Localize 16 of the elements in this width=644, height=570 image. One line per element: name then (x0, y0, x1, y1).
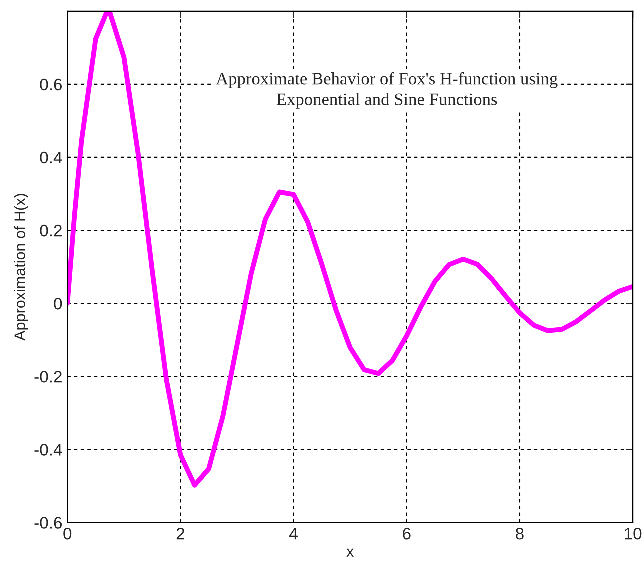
x-tick-label: 2 (176, 528, 185, 540)
y-axis-title: Approximation of H(x) (14, 194, 28, 341)
y-tick-label: 0 (54, 298, 62, 310)
y-tick-label: -0.6 (34, 517, 62, 529)
x-tick-label: 6 (403, 528, 411, 540)
x-tick-label: 8 (516, 528, 524, 540)
y-tick-label: 0.6 (40, 78, 62, 91)
y-tick-label: 0.4 (40, 152, 62, 164)
x-tick-label: 0 (64, 528, 72, 540)
y-tick-label: -0.4 (34, 444, 62, 456)
y-tick-label: -0.2 (34, 371, 62, 383)
x-axis-title: x (346, 548, 354, 557)
text: Approximate Behavior of Fox's H-function using Exponential and Sine Functions (216, 72, 558, 109)
x-tick-label: 4 (290, 528, 298, 540)
x-tick-label: 10 (625, 528, 642, 540)
y-tick-label: 0.2 (40, 224, 62, 237)
